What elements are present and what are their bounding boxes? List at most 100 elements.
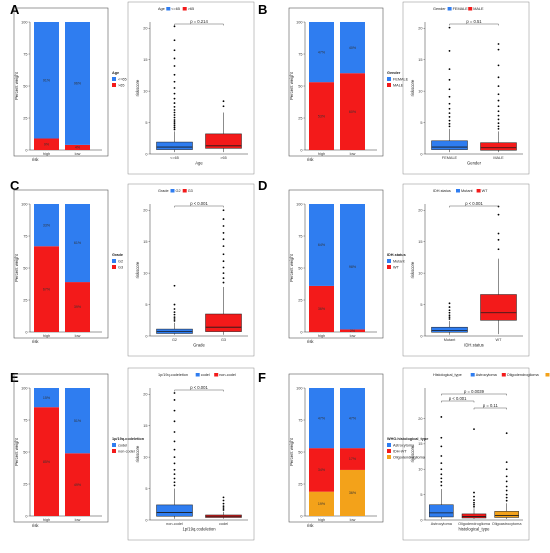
outlier-point [505,499,508,502]
outlier-point [173,49,176,52]
y-tick-label: 10 [418,271,422,275]
segment-percent-label: 53% [318,114,326,118]
outlier-point [173,73,176,76]
stacked-bar-segment [340,204,365,330]
box-panel-frame [402,1,530,175]
x-tick-label: Oligodendroglioma [458,522,491,526]
outlier-point [222,509,225,511]
outlier-point [222,507,225,509]
outlier-point [222,100,225,103]
outlier-point [173,121,176,123]
outlier-point [497,125,500,128]
y-tick-label: 20 [143,393,147,397]
top-legend-label: non-codel [219,373,236,377]
segment-percent-label: 9% [44,142,50,146]
segment-percent-label: 60% [349,110,357,114]
stack-panel-frame [13,373,109,523]
top-legend-label: FEMALE [453,7,469,11]
stacked-bar-segment [65,144,90,150]
legend-swatch [387,455,391,459]
x-axis-title: risk [32,523,39,528]
outlier-point [505,485,508,488]
top-legend-label: MALE [473,7,484,11]
outlier-point [497,213,500,216]
y-tick-label: 25 [23,482,27,486]
outlier-point [448,112,451,115]
outlier-point [497,110,500,113]
top-legend-label: >65 [188,7,194,11]
outlier-point [473,428,475,431]
y-axis-title: riskscore [410,261,415,278]
x-axis-title: risk [307,339,314,344]
segment-percent-label: 2% [350,329,356,333]
outlier-point [173,440,176,443]
x-axis-title: risk [307,157,314,162]
legend-title: 1p/19q.codeletion [112,437,145,441]
segment-percent-label: 47% [318,416,326,420]
outlier-point [440,436,443,439]
box-iqr [494,511,519,518]
segment-percent-label: 4% [75,146,81,150]
segment-percent-label: 51% [74,419,82,423]
y-tick-label: 10 [143,271,147,275]
outlier-point [440,416,443,418]
top-legend-swatch [195,373,200,377]
legend-label: MALE [393,83,404,87]
outlier-point [173,481,176,484]
box-iqr [205,313,242,332]
legend-swatch [112,77,116,81]
legend-label: Astrocytoma [393,443,415,447]
segment-percent-label: 49% [74,483,82,487]
outlier-point [440,473,443,476]
outlier-point [448,309,451,312]
outlier-point [173,320,176,322]
outlier-point [448,318,451,320]
outlier-point [173,462,176,465]
box-iqr [431,140,468,150]
y-tick-label: 20 [143,209,147,213]
legend-label: non-codel [118,449,135,453]
x-tick-label: high [43,518,50,522]
comparison-bracket [174,389,224,392]
outlier-point [222,281,225,284]
y-tick-label: 15 [143,424,147,428]
outlier-point [448,78,451,81]
x-tick-label: MALE [493,156,504,160]
top-legend-swatch [166,7,171,11]
outlier-point [222,105,225,108]
panel-letter: B [258,2,267,17]
x-tick-label: Astrocytoma [431,522,453,526]
stacked-bar-segment [340,73,365,150]
top-legend-swatch [170,189,175,193]
y-tick-label: 5 [420,303,422,307]
y-tick-label: 100 [21,386,27,390]
outlier-point [497,122,500,125]
outlier-point [440,468,443,471]
stack-panel-frame [288,7,384,157]
outlier-point [222,225,225,227]
x-axis-title: risk [32,157,39,162]
y-tick-label: 15 [418,442,422,446]
segment-percent-label: 15% [43,396,51,400]
legend-label: G2 [118,259,123,263]
y-axis-title: riskscore [410,445,415,462]
y-tick-label: 0 [25,330,27,334]
outlier-point [505,496,508,499]
y-tick-label: 20 [143,27,147,31]
outlier-point [222,272,225,275]
outlier-point [497,232,500,235]
stack-panel-frame [13,189,109,339]
top-legend-label: Oligodendroglioma [507,373,540,377]
y-tick-label: 5 [145,487,147,491]
y-axis-title: Percent weight [289,71,294,100]
outlier-point [173,311,176,314]
outlier-point [448,50,451,52]
legend-swatch [112,443,116,447]
y-tick-label: 20 [418,27,422,31]
stacked-bar-segment [65,22,90,145]
outlier-point [173,122,176,125]
box-panel-frame [127,1,255,175]
outlier-point [222,260,225,263]
